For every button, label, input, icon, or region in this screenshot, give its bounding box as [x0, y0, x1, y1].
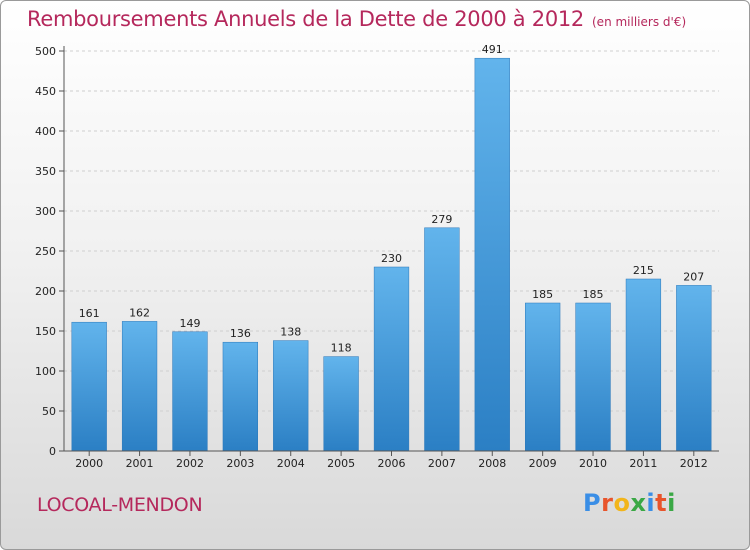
logo-letter: o: [613, 489, 631, 517]
y-tick-label: 0: [49, 445, 56, 458]
bar-value-label: 162: [129, 306, 150, 319]
bar-value-label: 161: [79, 307, 100, 320]
chart-title-text: Remboursements Annuels de la Dette de 20…: [27, 7, 584, 31]
y-tick-label: 250: [35, 245, 56, 258]
chart-subtitle: (en milliers d'€): [592, 15, 687, 29]
bar-value-label: 230: [381, 252, 402, 265]
x-tick-label: 2011: [629, 457, 657, 470]
bar: [474, 57, 510, 452]
bar: [625, 278, 662, 452]
y-tick-label: 200: [35, 285, 56, 298]
axes: [59, 46, 719, 456]
bar: [525, 302, 561, 452]
x-tick-label: 2009: [529, 457, 557, 470]
x-tick-label: 2004: [277, 457, 305, 470]
y-tick-label: 350: [35, 165, 56, 178]
logo-letter: i: [646, 489, 656, 517]
x-tick-label: 2008: [478, 457, 506, 470]
logo-letter: r: [601, 489, 614, 517]
bar: [323, 356, 359, 452]
bar-value-label: 279: [431, 213, 452, 226]
bar-value-label: 185: [583, 288, 604, 301]
bar-value-label: 185: [532, 288, 553, 301]
x-tick-label: 2006: [378, 457, 406, 470]
proxiti-logo[interactable]: Proxiti: [583, 489, 676, 517]
bar: [373, 266, 410, 452]
logo-letter: i: [667, 489, 676, 517]
x-tick-label: 2005: [327, 457, 355, 470]
x-tick-label: 2001: [126, 457, 154, 470]
bar: [424, 227, 460, 452]
labels: 0 50 100 150 200 250 300 350 400 450 500 161 2000 162…: [35, 43, 708, 470]
x-tick-label: 2010: [579, 457, 607, 470]
y-tick-label: 450: [35, 85, 56, 98]
x-tick-label: 2007: [428, 457, 456, 470]
bar-value-label: 149: [179, 317, 200, 330]
bar-value-label: 136: [230, 327, 251, 340]
y-tick-label: 300: [35, 205, 56, 218]
y-tick-label: 50: [42, 405, 56, 418]
x-tick-label: 2003: [226, 457, 254, 470]
bar-value-label: 215: [633, 264, 654, 277]
logo-letter: P: [583, 489, 602, 517]
bar: [575, 302, 611, 452]
bar: [71, 321, 107, 452]
x-tick-label: 2000: [75, 457, 103, 470]
y-tick-label: 400: [35, 125, 56, 138]
y-tick-label: 150: [35, 325, 56, 338]
y-tick-label: 100: [35, 365, 56, 378]
bar: [172, 331, 208, 452]
x-tick-label: 2012: [680, 457, 708, 470]
bar: [222, 341, 258, 452]
bars: [71, 57, 712, 452]
bar-value-label: 138: [280, 326, 301, 339]
bar: [273, 340, 309, 452]
y-tick-label: 500: [35, 45, 56, 58]
bar-value-label: 207: [683, 270, 704, 283]
chart-title: Remboursements Annuels de la Dette de 20…: [27, 7, 686, 31]
bar-value-label: 118: [331, 342, 352, 355]
logo-letter: x: [630, 489, 647, 517]
bar: [121, 321, 158, 452]
logo-letter: t: [655, 489, 668, 517]
x-tick-label: 2002: [176, 457, 204, 470]
bar-value-label: 491: [482, 43, 503, 56]
commune-name: LOCOAL-MENDON: [37, 494, 203, 516]
bar: [676, 285, 712, 452]
